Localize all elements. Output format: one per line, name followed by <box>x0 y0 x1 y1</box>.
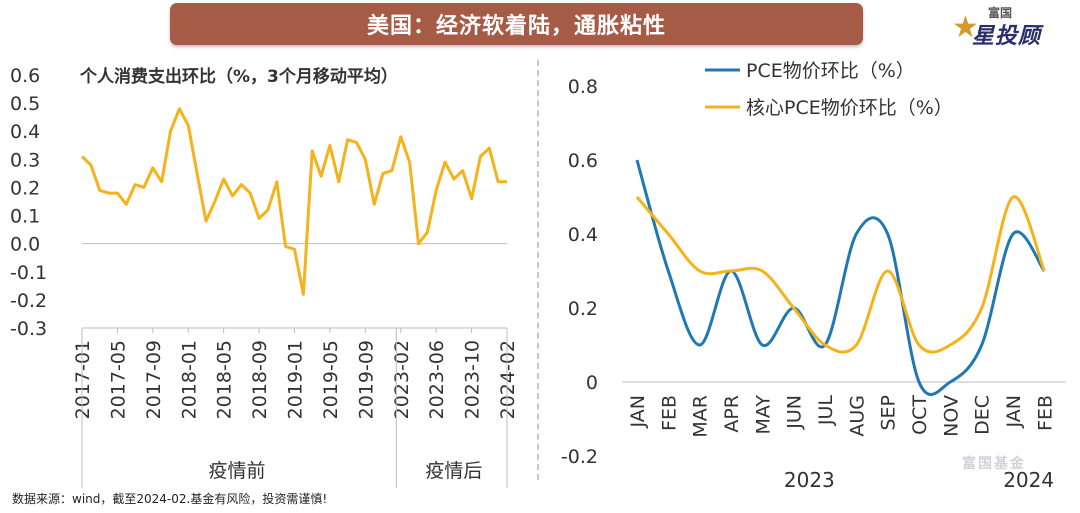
x-tick-label: 2019-05 <box>320 340 342 419</box>
x-category-label: DEC <box>972 395 994 435</box>
x-tick-label: 2017-01 <box>72 340 94 419</box>
y-tick-label: 0.2 <box>10 177 40 199</box>
x-category-label: NOV <box>940 395 962 437</box>
x-tick-label: 2018-01 <box>178 340 200 419</box>
x-category-label: JUL <box>815 395 837 427</box>
x-category-label: OCT <box>909 395 931 435</box>
x-tick-label: 2023-10 <box>462 340 484 419</box>
right-chart: 0.8 0.6 0.4 0.2 0 -0.2 JAN FEB MAR APR MAY JUN JUL AU… <box>561 60 1066 492</box>
logo-small-text: 富国 <box>988 6 1013 20</box>
x-category-label: MAR <box>690 395 712 438</box>
left-chart-title: 个人消费支出环比（%，3个月移动平均） <box>79 66 398 87</box>
series-line-1 <box>635 195 1046 354</box>
legend-label: 核心PCE物价环比（%） <box>746 97 953 119</box>
x-category-label: JAN <box>1003 395 1025 428</box>
page-title: 美国：经济软着陆，通胀粘性 <box>366 14 666 39</box>
x-tick-label: 2019-01 <box>285 340 307 419</box>
x-category-label: FEB <box>1034 395 1056 431</box>
x-category-label: JAN <box>627 395 649 428</box>
x-tick-label: 2023-02 <box>391 340 413 419</box>
y-tick-label: 0.1 <box>10 206 40 228</box>
x-category-label: MAY <box>752 395 774 435</box>
x-tick-label: 2023-06 <box>426 340 448 419</box>
panel-divider <box>537 60 539 480</box>
y-tick-label: 0.0 <box>10 234 40 256</box>
group-label: 疫情后 <box>425 460 482 482</box>
brand-logo: ★ 富国 星投顾 <box>952 2 1070 54</box>
left-chart: 0.6 0.5 0.4 0.3 0.2 0.1 0.0 -0.1 -0.2 -0.3 个人消费支出环… <box>10 65 519 488</box>
y-tick-label: 0.8 <box>568 76 598 98</box>
y-tick-label: 0.4 <box>10 121 40 143</box>
y-tick-label: -0.1 <box>10 262 47 284</box>
x-tick-label: 2024-02 <box>497 340 519 419</box>
x-tick-label: 2019-09 <box>355 340 377 419</box>
group-label: 疫情前 <box>208 460 265 482</box>
x-category-label: FEB <box>658 395 680 431</box>
x-category-label: JUN <box>784 395 806 430</box>
x-tick-label: 2018-05 <box>214 340 236 419</box>
year-label: 2023 <box>784 468 835 492</box>
y-tick-label: -0.2 <box>561 446 598 468</box>
year-label: 2024 <box>1003 468 1054 492</box>
x-category-label: APR <box>721 395 743 433</box>
x-category-label: SEP <box>878 395 900 431</box>
x-tick-label: 2018-09 <box>249 340 271 419</box>
x-category-label: AUG <box>846 395 868 437</box>
legend-label: PCE物价环比（%） <box>746 60 915 82</box>
consumption-series-line <box>80 107 507 296</box>
y-tick-label: 0.4 <box>568 224 598 246</box>
x-tick-label: 2017-05 <box>107 340 129 419</box>
title-banner: 美国：经济软着陆，通胀粘性 <box>170 3 863 45</box>
y-tick-label: 0.6 <box>10 65 40 87</box>
y-tick-label: 0.5 <box>10 93 40 115</box>
y-tick-label: 0.3 <box>10 149 40 171</box>
y-tick-label: 0.2 <box>568 298 598 320</box>
y-tick-label: -0.3 <box>10 318 47 340</box>
x-tick-label: 2017-09 <box>143 340 165 419</box>
star-icon: ★ <box>952 10 979 45</box>
logo-big-text: 星投顾 <box>972 24 1042 49</box>
y-tick-label: 0 <box>586 372 598 394</box>
watermark-text: 富国基金 <box>962 456 1026 472</box>
y-tick-label: -0.2 <box>10 290 47 312</box>
series-line-0 <box>635 159 1046 396</box>
y-tick-label: 0.6 <box>568 150 598 172</box>
source-note: 数据来源：wind，截至2024-02.基金有风险，投资需谨慎! <box>12 492 328 506</box>
